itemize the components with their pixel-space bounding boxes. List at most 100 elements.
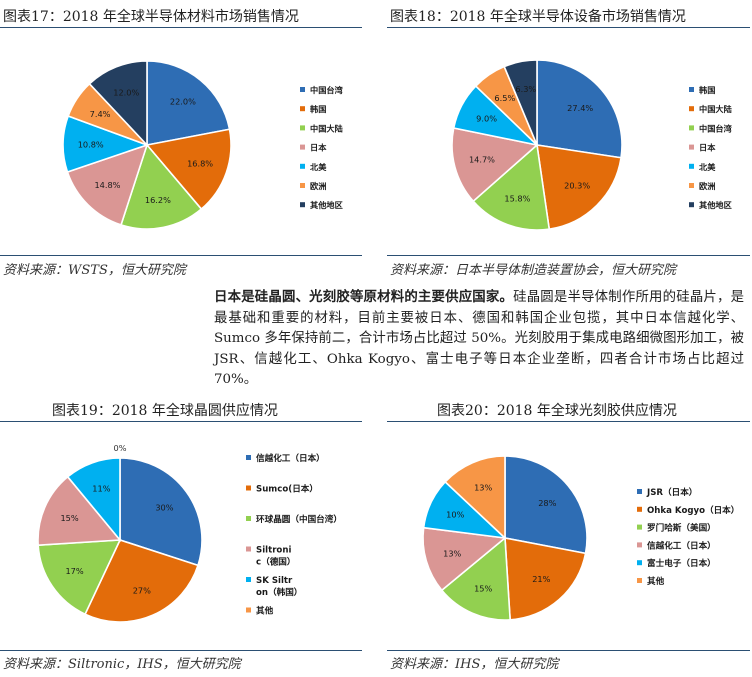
- legend-swatch-7: [300, 202, 305, 208]
- legend-label-1: 韩国: [699, 85, 715, 95]
- pie-value-label-5: 11%: [92, 483, 110, 493]
- legend-label-1: JSR（日本）: [646, 486, 697, 498]
- pie-slices: [62, 60, 232, 230]
- chart-17-source-rule: [0, 255, 362, 256]
- legend-label-5: 富士电子（日本）: [647, 557, 716, 569]
- pie-slice-1: [536, 59, 623, 159]
- pie-slices: [451, 59, 623, 231]
- chart-20-title: 图表20：2018 年全球光刻胶供应情况: [437, 403, 677, 419]
- legend: 信越化工（日本） Sumco(日本） 环球晶圆（中国台湾） Siltroni c（德国）…: [246, 452, 342, 617]
- pie-value-label-7: 12.0%: [113, 88, 139, 98]
- legend-label-6: 欧洲: [310, 181, 326, 191]
- pie-slice-1: [146, 60, 231, 146]
- paragraph-text: 硅晶圆是半导体制作所用的硅晶片，是最基础和重要的材料，目前主要被日本、德国和韩国…: [214, 290, 745, 387]
- legend-swatch-6: [689, 183, 694, 188]
- pie-value-label-4: 14.7%: [469, 155, 495, 165]
- legend-swatch-4: [300, 144, 305, 150]
- chart-17-title: 图表17：2018 年全球半导体材料市场销售情况: [3, 9, 299, 25]
- pie-slice-6: [444, 455, 506, 540]
- pie-value-label-3: 15.8%: [504, 193, 530, 203]
- pie-value-label-4: 15%: [60, 513, 78, 523]
- legend-label-4: 日本: [310, 143, 327, 153]
- pie-value-label-4: 13%: [443, 548, 461, 558]
- pie-value-label-6: 0%: [114, 443, 127, 453]
- pie-value-label-2: 21%: [532, 574, 550, 584]
- legend-label-4: 信越化工（日本）: [647, 539, 716, 551]
- pie-slice-2: [536, 144, 622, 231]
- pie-value-label-2: 27%: [133, 585, 151, 595]
- chart-19-source-rule: [0, 650, 362, 651]
- legend-swatch-1: [246, 455, 251, 460]
- chart-18-svg: 27.4% 20.3% 15.8% 14.7% 9.0% 6.5%6.3% 韩国中国大陆中国…: [451, 59, 733, 231]
- body-paragraph: 日本是硅晶圆、光刻胶等原材料的主要供应国家。硅晶圆是半导体制作所用的硅晶片，是最…: [214, 287, 744, 391]
- legend-swatch-4: [246, 546, 251, 552]
- legend-label-6: 欧洲: [699, 181, 715, 191]
- legend-label-6: 其他: [647, 575, 665, 587]
- legend-swatch-5: [637, 560, 642, 566]
- legend-swatch-1: [689, 87, 694, 92]
- pie-slice-3: [37, 539, 122, 616]
- pie-value-label-1: 27.4%: [567, 103, 593, 113]
- pie-value-label-6: 13%: [474, 483, 492, 493]
- pie-value-label-1: 22.0%: [170, 97, 196, 107]
- chart-18-title: 图表18：2018 年全球半导体设备市场销售情况: [390, 9, 686, 25]
- pie-slices: [37, 457, 203, 623]
- pie-value-label-3: 15%: [474, 583, 492, 593]
- chart-19-title-rule: [0, 421, 362, 422]
- pie-value-label-2: 20.3%: [564, 180, 590, 190]
- chart-19-source: 资料来源：Siltronic，IHS，恒大研究院: [3, 657, 241, 672]
- legend-swatch-6: [300, 183, 305, 188]
- pie-slice-2: [145, 128, 232, 211]
- legend-label-4: 日本: [699, 143, 716, 153]
- pie-slice-3: [440, 536, 511, 621]
- legend-label-7: 其他地区: [699, 200, 732, 210]
- chart-18-source-rule: [387, 255, 750, 256]
- pie-slice-3: [472, 143, 551, 231]
- legend-label-5: SK Siltr on（韩国）: [256, 576, 302, 598]
- pie-slice-4: [37, 475, 122, 546]
- pie-slice-1: [119, 457, 203, 567]
- pie-slice-7: [503, 59, 538, 146]
- pie-value-labels: 30% 27% 17% 15% 11% 0%: [60, 443, 173, 595]
- chart-20-source: 资料来源：IHS，恒大研究院: [390, 657, 559, 672]
- legend-swatch-5: [246, 577, 251, 582]
- pie-slice-3: [120, 143, 203, 230]
- legend-swatch-3: [246, 516, 251, 521]
- pie-slice-4: [451, 127, 539, 203]
- pie-slices: [422, 455, 588, 621]
- pie-slice-2: [504, 537, 587, 621]
- pie-value-labels: 28% 21% 15% 13% 10% 13%: [443, 483, 557, 594]
- legend-swatch-5: [689, 163, 694, 169]
- pie-value-label-5: 10.8%: [78, 139, 104, 149]
- legend-label-3: 罗门哈斯（美国）: [647, 522, 716, 534]
- legend: JSR（日本） Ohka Kogyo（日本） 罗门哈斯（美国） 信越化工（日本） 富士电…: [637, 486, 739, 587]
- chart-17-source: 资料来源：WSTS，恒大研究院: [3, 263, 186, 278]
- pie-value-label-5: 9.0%: [476, 114, 497, 124]
- paragraph-lead: 日本是硅晶圆、光刻胶等原材料的主要供应国家。: [214, 289, 514, 305]
- legend-label-2: Sumco(日本）: [256, 483, 318, 495]
- pie-slice-7: [88, 60, 148, 148]
- pie-slice-4: [422, 526, 507, 592]
- chart-17-svg: 22.0% 16.8% 16.2% 14.8% 10.8% 7.4% 12.0% 中国台湾韩国…: [62, 60, 344, 230]
- chart-19-svg: 30% 27% 17% 15% 11% 0% 信越化工（日本） Sumco(日本） 环球晶圆（中…: [37, 443, 342, 623]
- pie-value-label-1: 30%: [155, 503, 173, 513]
- legend-swatch-6: [246, 607, 251, 613]
- legend-swatch-4: [637, 542, 642, 548]
- chart-18-title-rule: [387, 27, 750, 28]
- legend-swatch-3: [300, 125, 305, 131]
- chart-17-title-rule: [0, 27, 362, 28]
- legend-swatch-2: [300, 106, 305, 112]
- pie-value-label-3: 16.2%: [145, 195, 171, 205]
- legend-swatch-3: [689, 125, 694, 131]
- legend-label-2: 中国大陆: [699, 104, 732, 114]
- chart-20-svg: 28% 21% 15% 13% 10% 13% JSR（日本） Ohka Kogyo（日本） 罗…: [422, 455, 739, 621]
- pie-value-label-2: 16.8%: [187, 159, 213, 169]
- pie-value-label-5: 10%: [446, 510, 464, 520]
- legend-label-3: 中国台湾: [699, 123, 733, 133]
- legend-swatch-2: [689, 106, 694, 112]
- pie-value-label-4: 14.8%: [94, 180, 120, 190]
- legend-swatch-1: [637, 489, 642, 494]
- pie-value-label-3: 17%: [65, 566, 83, 576]
